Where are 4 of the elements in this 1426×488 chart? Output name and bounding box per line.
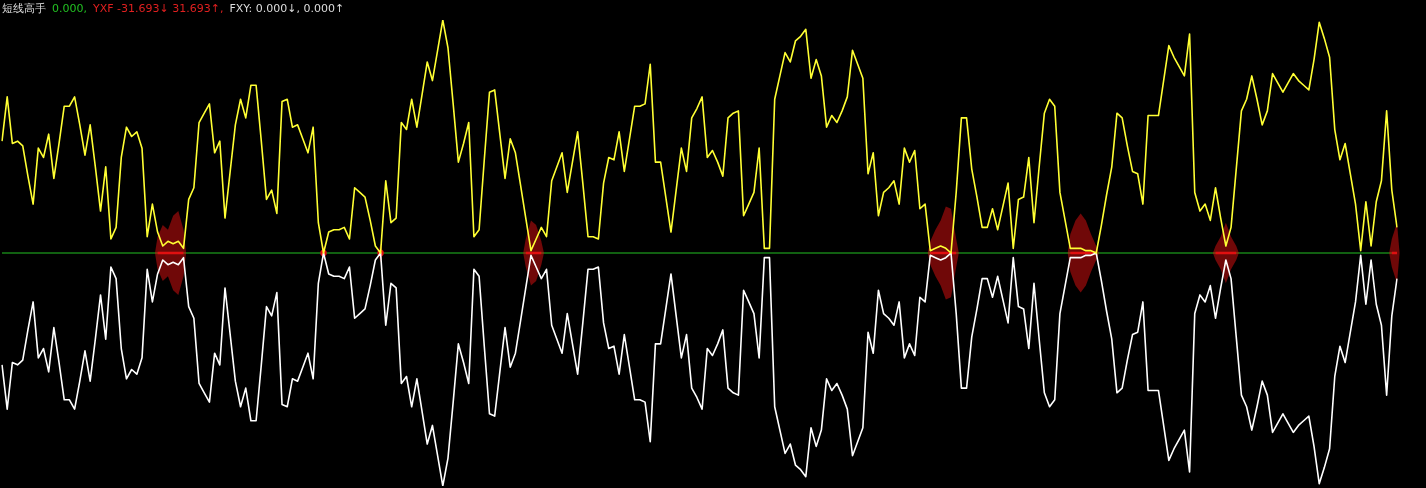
text: 0.000, [52, 2, 87, 15]
chart-title: 短线高手 [2, 2, 46, 15]
text: YXF -31.693↓ 31.693↑, [93, 2, 224, 15]
text: FXY: 0.000↓, 0.000↑ [229, 2, 345, 15]
